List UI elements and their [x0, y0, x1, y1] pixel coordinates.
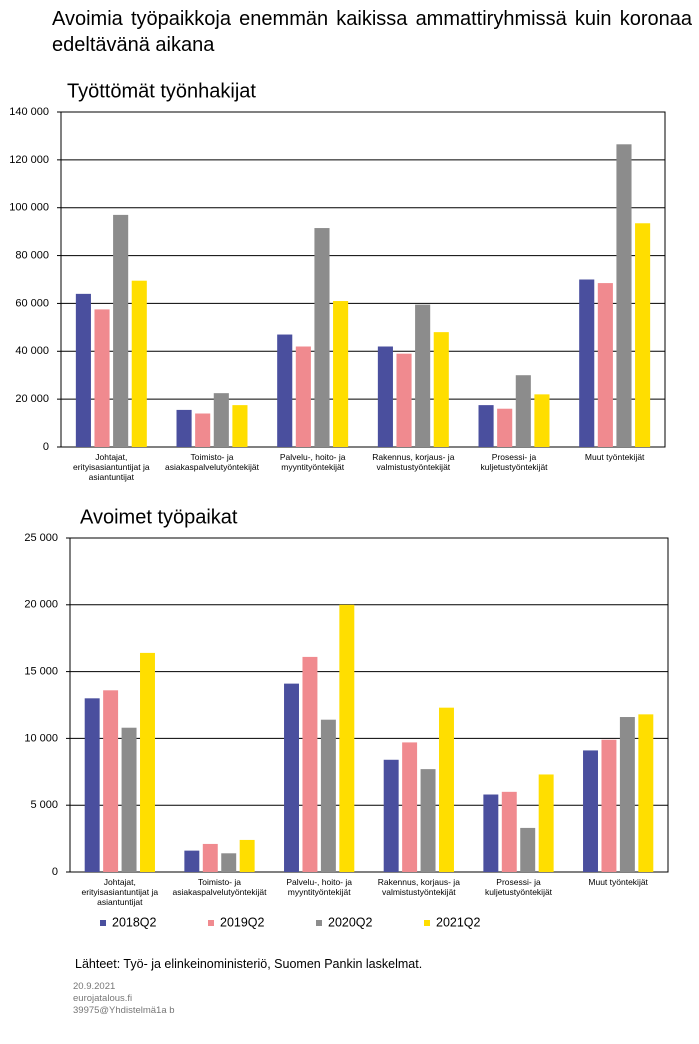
legend-swatch: [208, 920, 214, 926]
bar: [597, 283, 613, 447]
bar: [520, 827, 536, 872]
bar: [439, 707, 454, 872]
bar: [483, 794, 499, 872]
bar: [202, 843, 218, 872]
x-tick-label: Palvelu-, hoito- ja myyntityöntekijät: [286, 877, 352, 897]
bar: [339, 604, 355, 872]
bar: [433, 332, 449, 447]
bar: [501, 791, 517, 872]
legend-label: 2019Q2: [220, 915, 265, 929]
chart-title: Työttömät työnhakijat: [67, 80, 256, 102]
bar: [176, 409, 192, 447]
y-tick-label: 80 000: [15, 249, 49, 261]
bar: [538, 774, 554, 872]
bar: [131, 280, 147, 447]
legend-label: 2020Q2: [328, 915, 373, 929]
legend-label: 2021Q2: [436, 915, 481, 929]
y-tick-label: 5 000: [30, 799, 58, 811]
bar: [579, 279, 595, 447]
bar: [616, 144, 632, 447]
bar: [333, 301, 349, 447]
bar: [94, 309, 110, 447]
y-tick-label: 0: [43, 441, 49, 453]
bar: [478, 405, 494, 447]
bar: [402, 742, 418, 872]
footer-id: 39975@Yhdistelmä1a b: [73, 1005, 175, 1016]
bar: [515, 375, 531, 447]
legend-swatch: [100, 920, 106, 926]
y-tick-label: 0: [52, 866, 58, 878]
bar: [284, 683, 299, 872]
bar: [113, 214, 129, 447]
x-tick-label: Muut työntekijät: [588, 877, 648, 887]
y-tick-label: 60 000: [15, 297, 49, 309]
legend-swatch: [316, 920, 322, 926]
bar: [213, 393, 229, 447]
x-tick-label: Rakennus, korjaus- ja valmistustyöntekij…: [377, 877, 460, 897]
plot-frame: [69, 537, 669, 873]
source-note: Lähteet: Työ- ja elinkeinoministeriö, Su…: [75, 957, 423, 971]
bar: [121, 727, 137, 872]
bar: [239, 839, 255, 872]
x-tick-label: Toimisto- ja asiakaspalvelutyöntekijät: [164, 452, 260, 472]
bar: [383, 759, 399, 872]
bar: [534, 394, 550, 447]
bar: [295, 346, 311, 447]
bar: [184, 850, 200, 872]
bar: [84, 698, 100, 872]
chart-title: Avoimet työpaikat: [80, 506, 238, 528]
bar: [232, 405, 248, 447]
bar: [277, 334, 293, 447]
bar: [415, 304, 431, 447]
x-tick-label: Rakennus, korjaus- ja valmistustyöntekij…: [372, 452, 455, 472]
legend-swatch: [424, 920, 430, 926]
bar: [320, 719, 336, 872]
bar: [601, 739, 617, 872]
y-tick-label: 20 000: [24, 599, 58, 611]
y-tick-label: 40 000: [15, 345, 49, 357]
x-tick-label: Johtajat, erityisasiantuntijat ja asiant…: [81, 877, 159, 907]
bar: [583, 750, 598, 872]
footer-site: eurojatalous.fi: [73, 993, 133, 1004]
y-tick-label: 25 000: [24, 532, 58, 544]
x-tick-label: Johtajat, erityisasiantuntijat ja asiant…: [73, 452, 150, 482]
bar: [377, 346, 393, 447]
bar: [103, 690, 119, 872]
bar: [314, 228, 330, 447]
page-title: Avoimia työpaikkoja enemmän kaikissa amm…: [52, 8, 692, 56]
bar: [638, 714, 654, 872]
plot-frame: [60, 111, 666, 448]
footer-date: 20.9.2021: [73, 981, 116, 992]
bar: [635, 223, 651, 447]
x-tick-label: Prosessi- ja kuljetustyöntekijät: [480, 452, 548, 472]
bar: [221, 853, 237, 872]
x-tick-label: Toimisto- ja asiakaspalvelutyöntekijät: [172, 877, 267, 897]
bar: [396, 353, 412, 447]
bar: [420, 769, 436, 872]
bar: [497, 408, 513, 447]
bar: [195, 413, 211, 447]
y-tick-label: 15 000: [24, 666, 58, 678]
bar: [619, 717, 635, 872]
bar: [75, 293, 91, 447]
x-tick-label: Prosessi- ja kuljetustyöntekijät: [484, 877, 553, 897]
y-tick-label: 100 000: [9, 202, 49, 214]
legend-label: 2018Q2: [112, 915, 157, 929]
y-tick-label: 10 000: [24, 732, 58, 744]
bar: [302, 656, 318, 872]
x-tick-label: Palvelu-, hoito- ja myyntityöntekijät: [279, 452, 346, 472]
y-tick-label: 140 000: [9, 106, 49, 118]
x-tick-label: Muut työntekijät: [584, 452, 645, 462]
bar: [140, 652, 155, 872]
y-tick-label: 120 000: [9, 154, 49, 166]
y-tick-label: 20 000: [15, 393, 49, 405]
